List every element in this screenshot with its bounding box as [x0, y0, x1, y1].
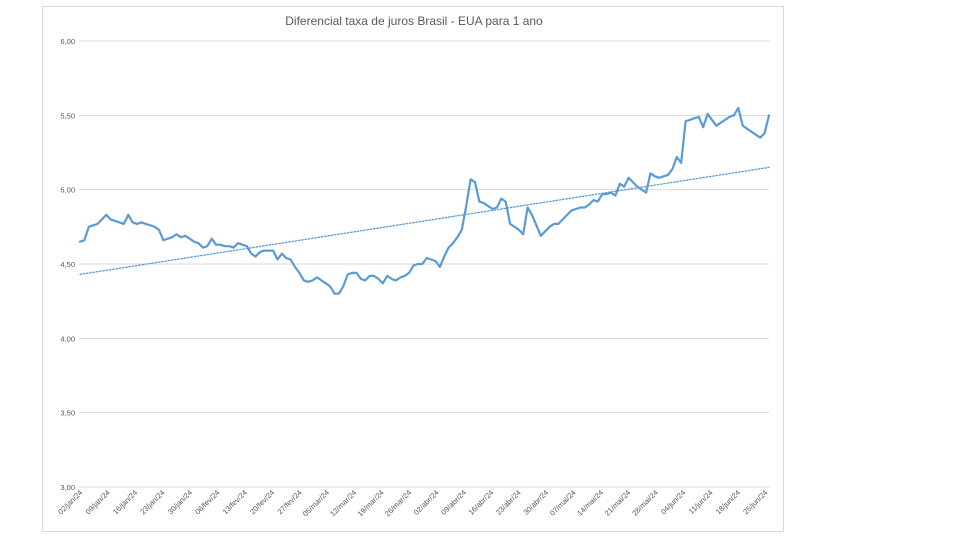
x-tick-label: 05/mar/24 [301, 488, 331, 518]
series-layer [78, 106, 771, 295]
x-tick-label: 23/abr/24 [494, 488, 523, 517]
x-tick-label: 12/mar/24 [328, 488, 358, 518]
chart-frame: Diferencial taxa de juros Brasil - EUA p… [42, 6, 784, 532]
x-tick-label: 16/jan/24 [111, 488, 139, 516]
y-tick-label: 3,50 [60, 409, 75, 418]
x-tick-label: 09/jan/24 [84, 488, 112, 516]
y-tick-label: 4,00 [60, 334, 75, 343]
x-tick-label: 02/jan/24 [56, 488, 84, 516]
x-tick-label: 23/jan/24 [138, 488, 166, 516]
gridlines [79, 40, 769, 488]
x-tick-label: 19/mar/24 [356, 488, 386, 518]
y-tick-label: 3,00 [60, 483, 75, 492]
x-tick-label: 04/jun/24 [659, 488, 687, 516]
x-tick-label: 06/fev/24 [193, 488, 221, 516]
y-axis-ticks: 3,00 3,50 4,00 4,50 5,00 5,50 6,00 [60, 37, 75, 492]
x-tick-label: 18/jun/24 [714, 488, 742, 516]
x-tick-label: 14/mai/24 [575, 488, 605, 518]
y-tick-label: 4,50 [60, 260, 75, 269]
y-tick-label: 5,00 [60, 186, 75, 195]
x-tick-label: 27/fev/24 [275, 488, 303, 516]
x-tick-label: 11/jun/24 [687, 488, 715, 516]
x-tick-label: 26/mar/24 [383, 488, 413, 518]
trendline [79, 166, 770, 276]
x-axis-ticks: 02/jan/24 09/jan/24 16/jan/24 23/jan/24 30/j… [56, 488, 769, 518]
x-tick-label: 30/abr/24 [521, 488, 550, 517]
x-tick-label: 20/fev/24 [248, 488, 276, 516]
x-tick-label: 25/jun/24 [741, 488, 769, 516]
x-tick-label: 02/abr/24 [412, 488, 441, 517]
x-tick-label: 21/mai/24 [603, 488, 633, 518]
x-tick-label: 16/abr/24 [467, 488, 496, 517]
line-chart: Diferencial taxa de juros Brasil - EUA p… [56, 14, 771, 518]
chart-title: Diferencial taxa de juros Brasil - EUA p… [285, 14, 543, 28]
y-tick-label: 5,50 [60, 111, 75, 120]
y-tick-label: 6,00 [60, 37, 75, 46]
x-tick-label: 30/jan/24 [166, 488, 194, 516]
series-line [78, 106, 771, 295]
x-tick-label: 13/fev/24 [221, 488, 249, 516]
x-tick-label: 28/mai/24 [630, 488, 660, 518]
x-tick-label: 07/mai/24 [548, 488, 578, 518]
x-tick-label: 09/abr/24 [439, 488, 468, 517]
